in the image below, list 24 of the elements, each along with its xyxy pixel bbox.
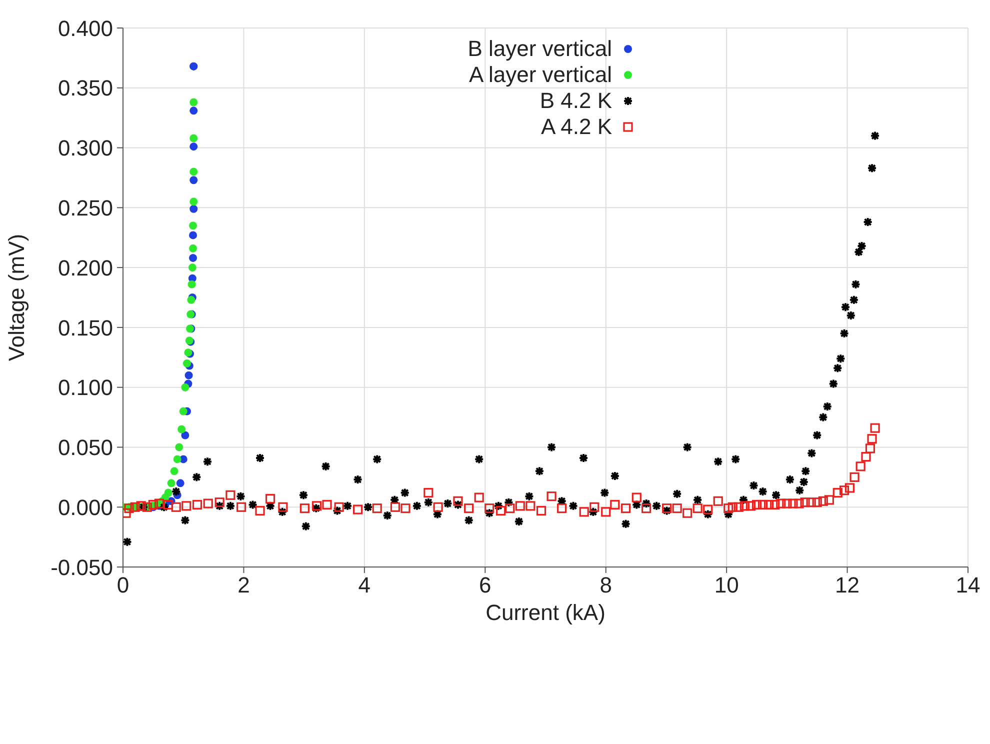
- legend-label: B 4.2 K: [540, 88, 612, 114]
- y-tick-label: 0.300: [58, 136, 113, 161]
- y-tick-label: -0.050: [50, 554, 113, 580]
- x-tick-label: 12: [835, 572, 860, 598]
- x-tick-label: 14: [956, 572, 980, 598]
- x-tick-label: 0: [116, 572, 130, 598]
- x-tick-label: 6: [479, 572, 492, 598]
- y-tick-label: 0.050: [58, 435, 113, 460]
- x-tick-label: 10: [714, 572, 739, 598]
- y-tick-label: 0.250: [58, 195, 113, 220]
- y-tick-label: 0.100: [58, 375, 113, 400]
- x-axis-title: Current (kA): [486, 600, 606, 625]
- y-axis-title: Voltage (mV): [4, 234, 29, 362]
- y-tick-label: 0.000: [58, 494, 113, 520]
- y-tick-label: 0.150: [58, 315, 113, 340]
- y-tick-label: 0.350: [58, 76, 113, 101]
- y-tick-label: 0.400: [58, 16, 113, 41]
- legend-label: A 4.2 K: [541, 114, 612, 140]
- x-tick-label: 8: [600, 572, 612, 598]
- x-tick-label: 2: [238, 572, 250, 598]
- legend-label: A layer vertical: [468, 62, 612, 88]
- y-tick-label: 0.200: [58, 255, 113, 280]
- legend-label: B layer vertical: [468, 36, 612, 62]
- x-tick-label: 4: [358, 572, 371, 598]
